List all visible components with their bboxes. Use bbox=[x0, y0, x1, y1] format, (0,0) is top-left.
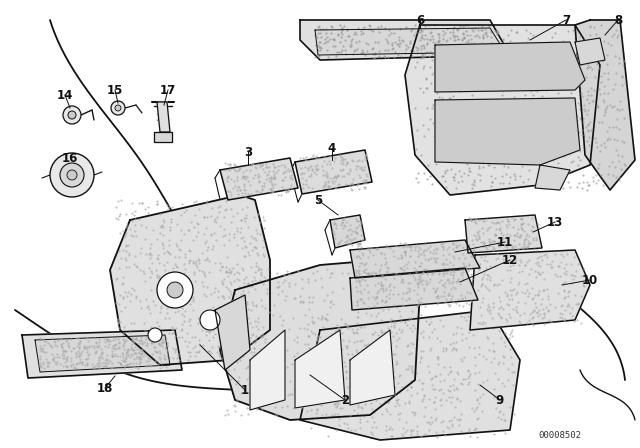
Polygon shape bbox=[295, 330, 345, 408]
Polygon shape bbox=[535, 165, 570, 190]
Circle shape bbox=[68, 111, 76, 119]
Circle shape bbox=[167, 282, 183, 298]
Polygon shape bbox=[350, 240, 480, 278]
Polygon shape bbox=[350, 330, 395, 405]
Polygon shape bbox=[405, 25, 600, 195]
Polygon shape bbox=[470, 250, 590, 330]
Polygon shape bbox=[435, 98, 580, 165]
Polygon shape bbox=[110, 195, 270, 365]
Text: 8: 8 bbox=[614, 13, 622, 26]
Polygon shape bbox=[250, 330, 285, 410]
Text: 00008502: 00008502 bbox=[538, 431, 582, 439]
Text: 15: 15 bbox=[107, 83, 123, 96]
Polygon shape bbox=[215, 295, 250, 370]
Text: 18: 18 bbox=[97, 382, 113, 395]
Text: 5: 5 bbox=[314, 194, 322, 207]
Circle shape bbox=[157, 272, 193, 308]
Polygon shape bbox=[22, 330, 182, 378]
Text: 10: 10 bbox=[582, 273, 598, 287]
Text: 16: 16 bbox=[62, 151, 78, 164]
Text: 1: 1 bbox=[241, 383, 249, 396]
Polygon shape bbox=[330, 215, 365, 248]
Text: 4: 4 bbox=[328, 142, 336, 155]
Circle shape bbox=[111, 101, 125, 115]
Circle shape bbox=[67, 170, 77, 180]
Text: 2: 2 bbox=[341, 393, 349, 406]
Circle shape bbox=[148, 328, 162, 342]
Polygon shape bbox=[575, 20, 635, 190]
Polygon shape bbox=[154, 132, 172, 142]
Polygon shape bbox=[300, 20, 510, 60]
Text: 12: 12 bbox=[502, 254, 518, 267]
Text: 14: 14 bbox=[57, 89, 73, 102]
Text: 11: 11 bbox=[497, 236, 513, 249]
Polygon shape bbox=[465, 215, 542, 253]
Polygon shape bbox=[35, 335, 170, 372]
Circle shape bbox=[50, 153, 94, 197]
Polygon shape bbox=[157, 102, 170, 132]
Polygon shape bbox=[220, 260, 420, 420]
Text: 13: 13 bbox=[547, 215, 563, 228]
Circle shape bbox=[60, 163, 84, 187]
Polygon shape bbox=[295, 150, 372, 194]
Polygon shape bbox=[315, 28, 505, 55]
Polygon shape bbox=[350, 268, 478, 310]
Text: 7: 7 bbox=[562, 13, 570, 26]
Polygon shape bbox=[435, 42, 585, 92]
Text: 17: 17 bbox=[160, 83, 176, 96]
Circle shape bbox=[63, 106, 81, 124]
Polygon shape bbox=[220, 158, 298, 200]
Text: 9: 9 bbox=[496, 393, 504, 406]
Circle shape bbox=[115, 105, 121, 111]
Polygon shape bbox=[575, 38, 605, 65]
Text: 6: 6 bbox=[416, 13, 424, 26]
Circle shape bbox=[200, 310, 220, 330]
Text: 3: 3 bbox=[244, 146, 252, 159]
Polygon shape bbox=[300, 310, 520, 440]
